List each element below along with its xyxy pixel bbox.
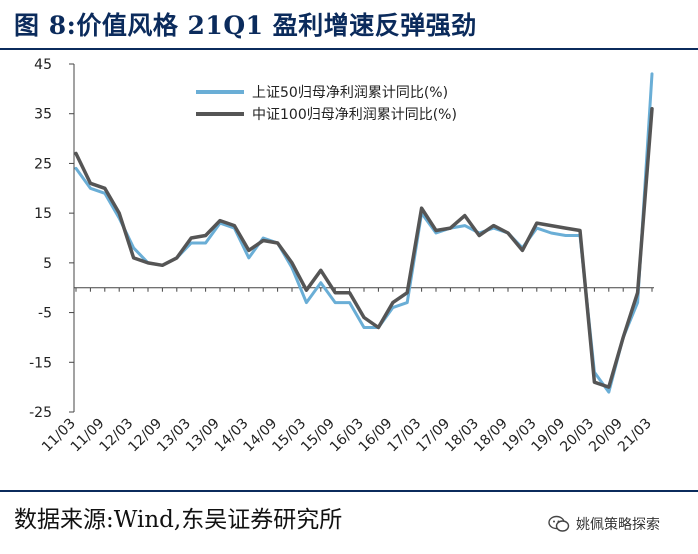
y-tick-label: -5 [38, 306, 52, 322]
y-tick-label: 45 [34, 57, 52, 73]
source-rule [0, 490, 698, 492]
y-tick-label: 25 [34, 156, 52, 172]
title-rule [0, 48, 698, 50]
y-tick-label: -25 [29, 405, 52, 421]
watermark: 姚佩策略探索 [548, 514, 660, 534]
x-tick-label: 21/03 [615, 416, 655, 456]
watermark-text: 姚佩策略探索 [576, 517, 660, 533]
legend-label-1: 上证50归母净利润累计同比(%) [252, 84, 448, 101]
line-chart: -25-15-551525354511/0311/0912/0312/0913/… [29, 57, 655, 456]
legend-label-2: 中证100归母净利润累计同比(%) [252, 106, 457, 123]
source-note: 数据来源:Wind,东吴证券研究所 [14, 507, 343, 533]
y-tick-label: 35 [34, 107, 52, 123]
y-tick-label: 5 [43, 256, 52, 272]
series-line-2 [74, 106, 654, 389]
page-title: 图 8:价值风格 21Q1 盈利增速反弹强劲 [14, 11, 477, 40]
y-tick-label: -15 [29, 355, 52, 371]
wechat-icon [548, 515, 570, 532]
y-tick-label: 15 [34, 206, 52, 222]
